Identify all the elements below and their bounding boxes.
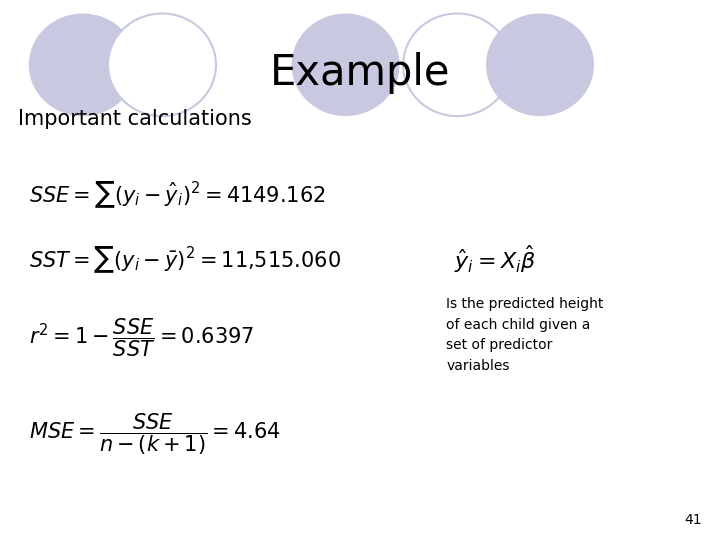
- Ellipse shape: [29, 14, 137, 116]
- Text: $\hat{y}_i = X_i\hat{\beta}$: $\hat{y}_i = X_i\hat{\beta}$: [454, 244, 536, 275]
- Ellipse shape: [486, 14, 594, 116]
- Text: $r^2 = 1 - \dfrac{SSE}{SST} = 0.6397$: $r^2 = 1 - \dfrac{SSE}{SST} = 0.6397$: [29, 316, 254, 359]
- Text: Is the predicted height
of each child given a
set of predictor
variables: Is the predicted height of each child gi…: [446, 297, 604, 373]
- Ellipse shape: [403, 14, 511, 116]
- Text: $SSE = \sum(y_i - \hat{y}_i)^2 = 4149.162$: $SSE = \sum(y_i - \hat{y}_i)^2 = 4149.16…: [29, 179, 325, 210]
- Text: $MSE = \dfrac{SSE}{n-(k+1)} = 4.64$: $MSE = \dfrac{SSE}{n-(k+1)} = 4.64$: [29, 412, 281, 457]
- Ellipse shape: [108, 14, 216, 116]
- Text: 41: 41: [685, 512, 702, 526]
- Text: Example: Example: [270, 52, 450, 94]
- Text: Important calculations: Important calculations: [18, 109, 252, 129]
- Ellipse shape: [292, 14, 400, 116]
- Text: $SST = \sum(y_i - \bar{y})^2 = 11{,}515.060$: $SST = \sum(y_i - \bar{y})^2 = 11{,}515.…: [29, 244, 341, 274]
